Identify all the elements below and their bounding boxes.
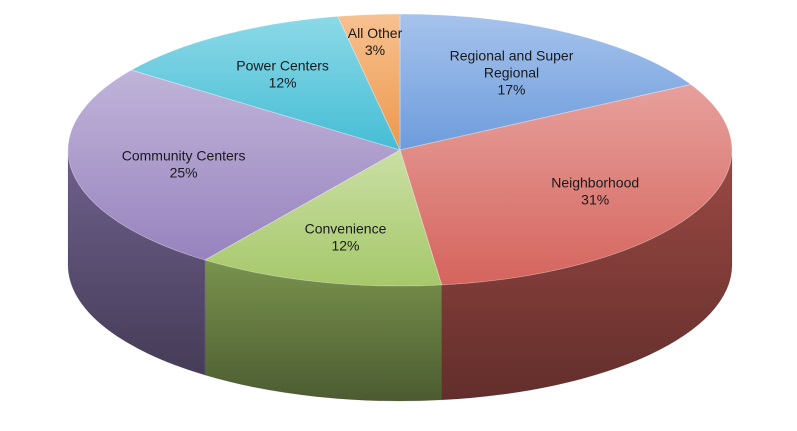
category-label-regional-and-super-regional: Regional [484,65,539,81]
slice-all-other [337,13,401,151]
category-label-regional-and-super-regional: Regional and Super [450,48,574,64]
slice-community-centers [67,69,402,261]
category-label-all-other: All Other [348,25,403,41]
pie-sides [67,149,733,402]
category-label-convenience: Convenience [305,220,387,236]
value-label-regional-and-super-regional: 17% [497,82,525,98]
category-label-community-centers: Community Centers [122,148,246,164]
value-label-power-centers: 12% [269,75,297,91]
value-label-neighborhood: 31% [581,191,609,207]
slice-convenience [203,149,443,287]
slice-neighborhood [399,84,733,286]
category-label-neighborhood: Neighborhood [551,174,639,190]
value-label-all-other: 3% [365,42,385,58]
slice-power-centers [130,15,401,151]
slice-regional-and-super-regional [399,13,692,151]
value-label-convenience: 12% [331,237,359,253]
value-label-community-centers: 25% [170,165,198,181]
pie-slices [67,13,733,287]
category-label-power-centers: Power Centers [236,58,329,74]
